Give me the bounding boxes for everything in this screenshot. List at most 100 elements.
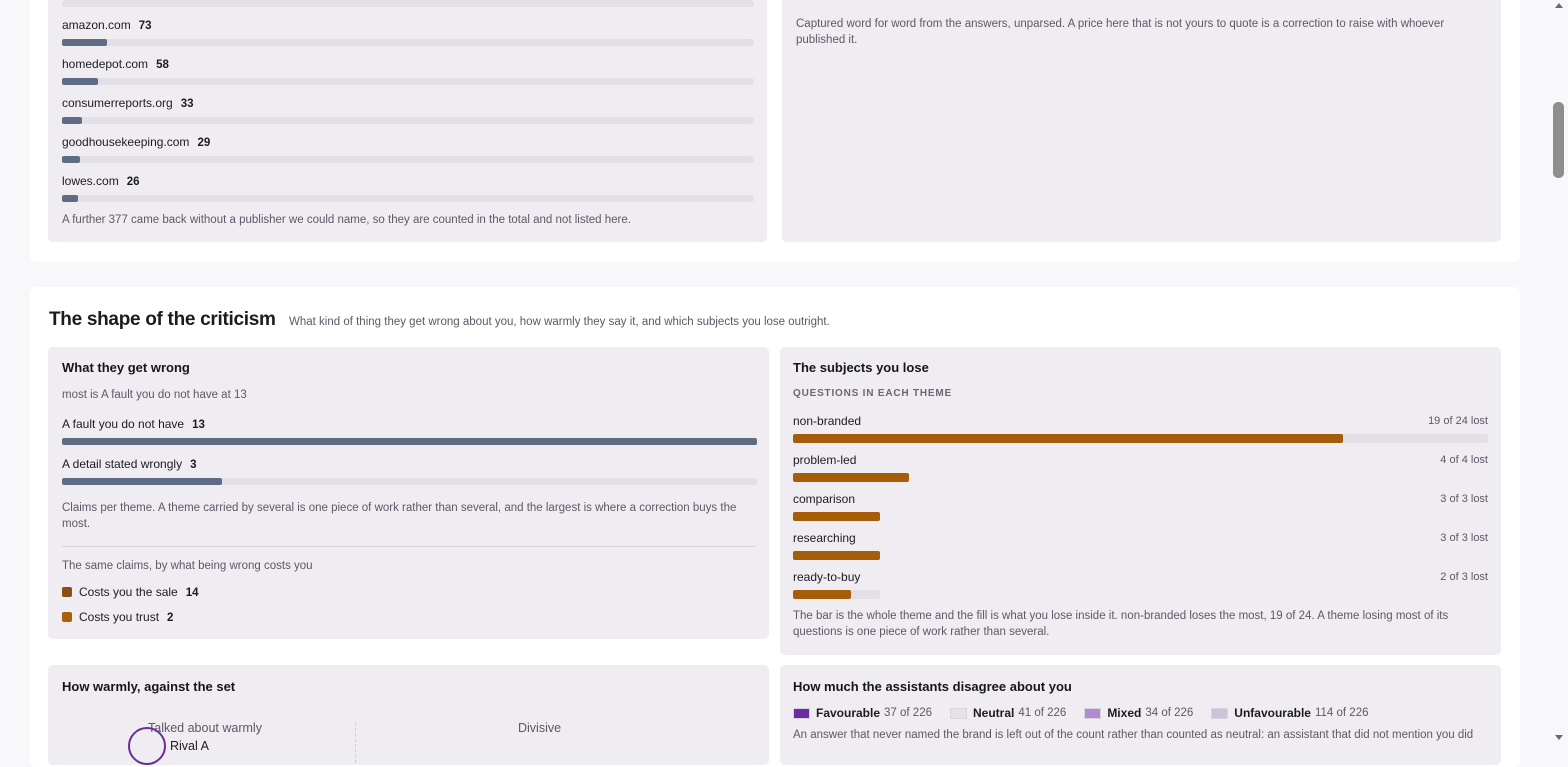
label: A detail stated wrongly: [62, 457, 183, 471]
bar-track: [62, 478, 757, 485]
scrollbar[interactable]: [1550, 0, 1568, 746]
scrollbar-graphic: [1553, 3, 1564, 740]
disagreement-panel: How much the assistants disagree about y…: [780, 665, 1501, 765]
count: 13: [192, 419, 205, 431]
count: 26: [126, 176, 140, 188]
quadrant-label: Talked about warmly: [148, 721, 262, 735]
quadrant-label: Divisive: [518, 721, 562, 735]
panel-title: How warmly, against the set: [62, 679, 236, 694]
panel-title: What they get wrong: [62, 360, 190, 375]
legend-swatch: [1084, 707, 1102, 719]
label: consumerreports.org: [62, 96, 173, 110]
value-label: 4 of 4 lost: [1440, 454, 1488, 466]
row-label: lowes.com 26: [62, 173, 139, 190]
bar-track: [62, 156, 754, 163]
divider: [355, 723, 356, 763]
count: 33: [180, 98, 194, 110]
bar-track: [62, 78, 754, 85]
row-label: homedepot.com 58: [62, 56, 169, 73]
panel-subtitle: QUESTIONS IN EACH THEME: [793, 388, 952, 399]
label: lowes.com: [62, 174, 119, 188]
legend-name: Unfavourable: [1234, 706, 1311, 720]
note: Claims per theme. A theme carried by sev…: [62, 502, 737, 530]
legend-name: Neutral: [973, 706, 1015, 720]
bar: [62, 438, 757, 445]
point: [128, 727, 166, 765]
legend-swatch: [950, 707, 967, 719]
legend: Favourable 37 of 226 Neutral 41 of 226 Mixed…: [793, 705, 1369, 721]
summary: most is A fault you do not have at 13: [62, 389, 247, 401]
section-title: The shape of the criticism: [49, 309, 276, 330]
bar: [793, 551, 880, 560]
label: non-branded: [793, 414, 862, 428]
wrong-panel: What they get wrong most is A fault you …: [48, 347, 769, 639]
bar: [62, 117, 83, 124]
bar: [793, 590, 851, 599]
row-label: consumerreports.org 33: [62, 95, 194, 112]
point-label: Rival A: [170, 739, 209, 753]
bar: [62, 195, 79, 202]
value-label: 2 of 3 lost: [1440, 571, 1488, 583]
legend-count: 114 of 226: [1314, 707, 1369, 719]
legend-name: Mixed: [1107, 706, 1142, 720]
label: amazon.com: [62, 18, 131, 32]
bar-track: [62, 0, 754, 7]
legend-item: Neutral 41 of 226: [950, 705, 1066, 721]
note: A further 377 came back without a publis…: [62, 214, 631, 226]
row-label: Costs you the sale 14: [79, 584, 199, 601]
legend-swatch: [793, 707, 810, 719]
row-label: goodhousekeeping.com 29: [62, 134, 210, 151]
label: problem-led: [793, 453, 857, 467]
label: Costs you trust: [79, 610, 160, 624]
bar: [62, 156, 80, 163]
bar: [793, 473, 909, 482]
bar-track: [62, 117, 754, 124]
bar-track: [62, 39, 754, 46]
panel-title: The subjects you lose: [793, 360, 929, 375]
legend-name: Favourable: [816, 706, 881, 720]
bar: [793, 434, 1344, 443]
label: comparison: [793, 492, 856, 506]
count: 58: [156, 59, 169, 71]
legend-swatch: [1211, 707, 1229, 719]
count: 2: [167, 612, 174, 624]
label: ready-to-buy: [793, 570, 861, 584]
legend-item: Favourable 37 of 226: [793, 705, 932, 721]
warmth-panel: How warmly, against the set Talked about…: [48, 665, 769, 765]
count: 73: [138, 20, 152, 32]
count: 14: [185, 587, 199, 599]
value-label: 3 of 3 lost: [1440, 532, 1488, 544]
bar: [62, 78, 98, 85]
row-label: A detail stated wrongly 3: [62, 456, 196, 473]
divider: [62, 546, 755, 547]
bar: [62, 478, 223, 485]
subheading: The same claims, by what being wrong cos…: [62, 560, 313, 572]
note: An answer that never named the brand is …: [793, 729, 1474, 741]
page: A further 377 came back without a publis…: [48, 0, 1568, 765]
note: Captured word for word from the answers,…: [796, 18, 1445, 46]
bar: [62, 39, 107, 46]
legend-count: 37 of 226: [884, 707, 932, 719]
legend-item: Unfavourable 114 of 226: [1211, 705, 1369, 721]
row-label: Costs you trust 2: [79, 609, 173, 626]
label: A fault you do not have: [62, 417, 185, 431]
row-label: A fault you do not have 13: [62, 416, 205, 433]
bar: [793, 512, 880, 521]
publishers-panel: A further 377 came back without a publis…: [48, 0, 767, 242]
panel-title: How much the assistants disagree about y…: [793, 679, 1072, 694]
value-label: 3 of 3 lost: [1440, 493, 1488, 505]
legend-swatch: [62, 612, 72, 622]
label: homedepot.com: [62, 57, 149, 71]
label: goodhousekeeping.com: [62, 135, 190, 149]
section-subtitle: What kind of thing they get wrong about …: [289, 316, 830, 328]
value-label: 19 of 24 lost: [1428, 415, 1488, 427]
row-label: amazon.com 73: [62, 17, 152, 34]
legend-count: 41 of 226: [1018, 707, 1067, 719]
count: 3: [190, 459, 197, 471]
legend-count: 34 of 226: [1145, 707, 1194, 719]
legend-swatch: [62, 587, 72, 597]
note: The bar is the whole theme and the fill …: [793, 610, 1449, 638]
label: researching: [793, 531, 856, 545]
count: 29: [197, 137, 211, 149]
quotes-panel: Captured word for word from the answers,…: [782, 0, 1501, 242]
